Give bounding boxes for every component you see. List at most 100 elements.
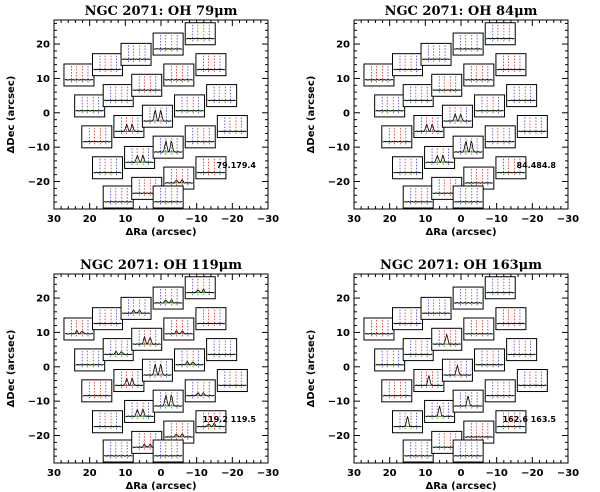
spectrum-line bbox=[164, 78, 193, 81]
spectrum-box bbox=[420, 296, 452, 320]
spectrum-box bbox=[484, 22, 516, 46]
x-axis-label: ΔRa (arcsec) bbox=[425, 227, 496, 238]
wavelength-annotation: 84.484.8 bbox=[517, 161, 557, 170]
x-tick-label: −10 bbox=[186, 214, 208, 225]
y-tick-label: 20 bbox=[36, 40, 50, 51]
spectrum-box bbox=[141, 358, 173, 382]
spectrum-line bbox=[364, 332, 394, 335]
chart-title: NGC 2071: OH 119μm bbox=[80, 258, 242, 273]
spectrum-line bbox=[496, 68, 526, 71]
spectrum-box bbox=[441, 104, 473, 128]
spectrum-line bbox=[453, 302, 483, 304]
spectrum-box bbox=[484, 276, 516, 300]
spectrum-box bbox=[152, 135, 184, 159]
spectrum-box bbox=[402, 185, 434, 209]
y-tick-label: 0 bbox=[343, 362, 350, 373]
spectrum-line bbox=[507, 353, 536, 356]
x-tick-label: 30 bbox=[347, 468, 361, 479]
spectrum-box bbox=[152, 32, 184, 56]
spectrum-box bbox=[74, 348, 106, 372]
spectrum-line bbox=[82, 140, 112, 143]
spectrum-box bbox=[141, 104, 173, 128]
spectrum-box bbox=[184, 125, 216, 149]
spectrum-line bbox=[114, 377, 144, 387]
spectrum-box bbox=[113, 369, 145, 393]
spectrum-box bbox=[424, 399, 456, 423]
spectrum-box bbox=[381, 125, 413, 149]
spectrum-box bbox=[63, 63, 95, 87]
x-tick-label: −20 bbox=[221, 214, 243, 225]
spectrum-line bbox=[382, 140, 412, 143]
x-tick-label: 20 bbox=[383, 468, 397, 479]
spectrum-box bbox=[131, 327, 163, 351]
spectrum-box bbox=[74, 94, 106, 118]
spectrum-line bbox=[453, 48, 483, 50]
spectrum-line bbox=[132, 89, 161, 91]
x-tick-label: 10 bbox=[118, 214, 132, 225]
spectrum-line bbox=[432, 89, 461, 91]
spectrum-line bbox=[443, 363, 472, 376]
spectrum-line bbox=[143, 109, 172, 122]
x-axis-label: ΔRa (arcsec) bbox=[125, 481, 196, 492]
panel-oh-163: NGC 2071: OH 163μm 30 20 10 0 −10 −20 −30 −20 −10… bbox=[306, 258, 579, 492]
x-axis-label: ΔRa (arcsec) bbox=[125, 227, 196, 238]
x-tick-label: 10 bbox=[418, 468, 432, 479]
spectrum-box bbox=[102, 439, 134, 463]
spectrum-box bbox=[174, 348, 206, 372]
spectrum-box bbox=[495, 53, 527, 77]
spectrum-box bbox=[102, 185, 134, 209]
spectrum-box bbox=[102, 338, 134, 362]
spectrum-line bbox=[432, 333, 461, 345]
spectrum-box bbox=[431, 73, 463, 97]
spectrum-box bbox=[206, 84, 238, 108]
chart-title: NGC 2071: OH 163μm bbox=[380, 258, 542, 273]
spectrum-line bbox=[175, 109, 204, 112]
y-tick-label: 20 bbox=[336, 294, 350, 305]
spectrum-box bbox=[120, 42, 152, 66]
spectrum-box bbox=[152, 286, 184, 310]
y-tick-label: 20 bbox=[336, 40, 350, 51]
x-tick-label: 20 bbox=[83, 214, 97, 225]
spectrum-line bbox=[453, 140, 483, 153]
y-tick-label: −10 bbox=[328, 143, 350, 154]
y-tick-label: 0 bbox=[43, 362, 50, 373]
spectrum-line bbox=[464, 332, 493, 335]
x-tick-label: −20 bbox=[221, 468, 243, 479]
spectrum-box bbox=[484, 125, 516, 149]
x-tick-label: −30 bbox=[257, 468, 279, 479]
spectrum-line bbox=[486, 37, 515, 40]
spectrum-line bbox=[153, 200, 183, 203]
spectrum-box bbox=[374, 94, 406, 118]
wavelength-annotation: 162.6 163.5 bbox=[503, 415, 557, 424]
spectrum-line bbox=[207, 99, 236, 102]
spectrum-box bbox=[92, 307, 123, 331]
spectrum-line bbox=[186, 37, 215, 40]
spectrum-box bbox=[474, 348, 506, 372]
spectrum-line bbox=[393, 322, 422, 325]
y-axis-label: ΔDec (arcsec) bbox=[6, 330, 17, 408]
spectrum-line bbox=[164, 330, 193, 335]
spectrum-line bbox=[93, 322, 122, 325]
x-tick-label: 0 bbox=[158, 468, 165, 479]
spectrum-line bbox=[393, 68, 422, 71]
spectrum-box bbox=[431, 327, 463, 351]
spectrum-box bbox=[506, 84, 538, 108]
spectrum-box bbox=[402, 439, 434, 463]
x-tick-label: −20 bbox=[521, 468, 543, 479]
spectrum-line bbox=[64, 329, 94, 335]
y-tick-label: 10 bbox=[36, 328, 50, 339]
spectrum-line bbox=[164, 179, 194, 184]
spectrum-line bbox=[475, 363, 504, 366]
spectrum-box bbox=[392, 156, 423, 180]
spectrum-line bbox=[496, 322, 526, 325]
spectrum-box bbox=[206, 338, 238, 362]
spectrum-box bbox=[174, 94, 206, 118]
x-tick-label: 10 bbox=[418, 214, 432, 225]
spectrum-line bbox=[414, 123, 444, 133]
x-tick-label: −10 bbox=[186, 468, 208, 479]
spectrum-line bbox=[196, 322, 226, 325]
wavelength-annotation: 79.179.4 bbox=[217, 161, 257, 170]
x-tick-label: 30 bbox=[47, 468, 61, 479]
spectrum-box bbox=[452, 286, 484, 310]
chart-title: NGC 2071: OH 79μm bbox=[85, 4, 238, 19]
